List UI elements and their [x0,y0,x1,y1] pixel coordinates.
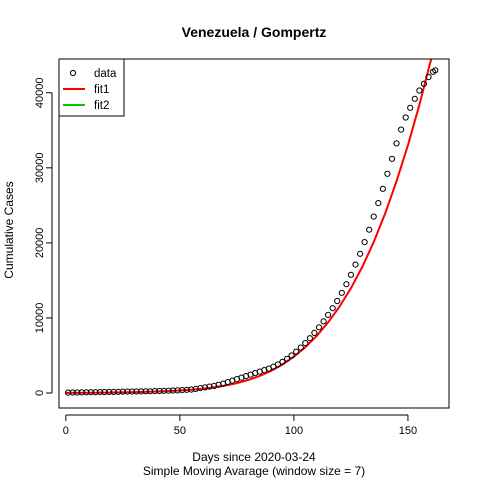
y-tick-label: 20000 [34,228,46,259]
y-tick-label: 0 [34,390,46,396]
data-point [402,114,409,121]
data-point [119,388,127,395]
data-point [169,387,177,394]
data-point [420,80,427,87]
data-point [425,73,432,81]
data-point [347,271,354,278]
legend-data-marker [69,69,77,77]
data-point [407,104,414,111]
data-point [151,388,158,395]
data-point [343,281,350,288]
data-point [320,318,327,325]
data-point [179,387,186,394]
data-point [329,305,336,312]
legend-fit2-label: fit2 [94,100,109,112]
axes: 0 50 100 150 0 10000 20000 30000 40000 [34,77,417,437]
data-point [361,239,368,246]
data-point [87,389,95,396]
data-point [334,297,341,305]
data-point [288,352,295,359]
data-point [192,385,199,392]
x-axis-subtitle: Simple Moving Avarage (window size = 7) [143,464,365,478]
data-point [393,140,400,147]
data-point [302,340,309,347]
x-tick-label: 50 [174,425,186,437]
data-point [375,200,382,207]
plot-frame [58,58,450,409]
data-point [398,126,405,133]
data-point [174,387,181,394]
data-point [311,329,318,336]
data-point [124,388,131,395]
x-tick-label: 0 [63,425,69,437]
data-points [65,67,439,396]
data-point [97,389,104,396]
data-point [78,389,85,396]
data-point [115,388,122,395]
data-point [366,226,373,233]
x-axis-label: Days since 2020-03-24 [192,450,316,464]
plot-area [65,59,439,396]
data-point [352,261,359,268]
data-point [201,384,209,391]
data-point [165,387,172,394]
legend-data-label: data [94,68,117,80]
data-point [156,387,163,395]
data-point [138,388,145,395]
legend-fit1-label: fit1 [94,84,109,96]
data-point [306,335,313,342]
data-point [370,213,377,220]
data-point [197,385,204,392]
data-point [293,348,300,355]
data-point [83,389,90,396]
data-point [274,361,281,368]
data-point [65,389,72,396]
data-point [416,87,423,94]
legend: data fit1 fit2 [58,58,125,117]
y-tick-label: 10000 [34,303,46,334]
data-point [206,383,213,390]
data-point [147,388,154,395]
data-point [183,386,190,393]
data-point [338,289,345,296]
data-point [388,155,396,162]
data-point [384,170,391,177]
data-point [284,355,291,362]
legend-box [58,58,125,117]
data-point [325,311,332,318]
x-tick-label: 100 [285,425,303,437]
data-point [92,389,99,396]
data-point [133,388,140,395]
y-tick-label: 40000 [34,77,46,108]
chart-title: Venezuela / Gompertz [182,24,327,40]
data-point [432,67,439,74]
data-point [297,344,304,351]
data-point [128,388,136,395]
data-point [110,388,117,395]
data-point [357,250,364,257]
data-point [379,185,386,192]
data-point [279,358,286,365]
data-point [142,388,149,395]
x-tick-label: 150 [399,425,417,437]
data-point [101,388,108,396]
data-point [74,389,81,396]
data-point [315,324,323,331]
data-point [69,389,76,396]
data-point [160,387,167,394]
y-tick-label: 30000 [34,153,46,184]
data-point [411,95,418,102]
y-axis-label: Cumulative Cases [2,181,16,278]
data-point [188,386,195,393]
data-point [106,388,113,395]
